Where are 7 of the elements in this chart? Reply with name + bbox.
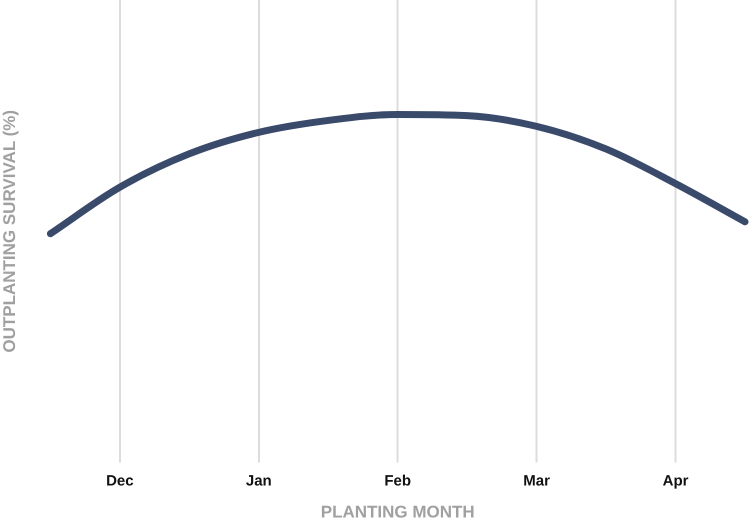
x-tick-label: Feb — [384, 472, 412, 490]
x-tick-label: Apr — [662, 472, 689, 490]
x-tick-label: Jan — [246, 472, 272, 490]
x-tick-label: Dec — [106, 472, 134, 490]
x-tick-label: Mar — [523, 472, 550, 490]
x-axis-title: PLANTING MONTH — [320, 502, 475, 522]
y-axis-title: OUTPLANTING SURVIVAL (%) — [0, 110, 19, 353]
